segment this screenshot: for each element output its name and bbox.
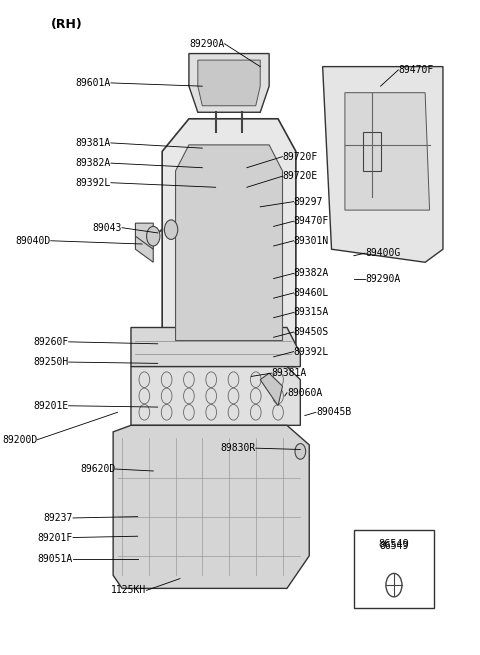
Text: 89201F: 89201F — [38, 533, 73, 542]
Circle shape — [164, 220, 178, 240]
Text: 89450S: 89450S — [294, 327, 329, 337]
Text: 89601A: 89601A — [76, 78, 111, 88]
Text: 89470F: 89470F — [398, 65, 433, 75]
Text: 89315A: 89315A — [294, 307, 329, 318]
Polygon shape — [189, 54, 269, 112]
Text: 89470F: 89470F — [294, 216, 329, 226]
Text: 89830R: 89830R — [220, 443, 256, 453]
Text: 86549: 86549 — [379, 541, 408, 551]
Polygon shape — [162, 119, 296, 367]
Text: 89290A: 89290A — [365, 274, 400, 284]
Text: 1125KH: 1125KH — [111, 586, 146, 595]
Polygon shape — [113, 425, 309, 588]
Polygon shape — [345, 93, 430, 210]
Text: 89250H: 89250H — [33, 357, 69, 367]
Polygon shape — [260, 373, 283, 405]
Polygon shape — [131, 328, 300, 367]
Text: 89720E: 89720E — [283, 171, 318, 181]
Text: 89043: 89043 — [93, 223, 122, 233]
Text: 89237: 89237 — [44, 513, 73, 523]
Text: 89381A: 89381A — [271, 368, 307, 378]
Circle shape — [295, 443, 306, 459]
Text: 89060A: 89060A — [287, 388, 322, 398]
Polygon shape — [131, 367, 300, 425]
Circle shape — [146, 227, 160, 246]
Text: 89400G: 89400G — [365, 248, 400, 258]
Text: 89381A: 89381A — [76, 138, 111, 148]
Text: 89200D: 89200D — [2, 435, 37, 445]
Polygon shape — [135, 223, 153, 250]
Text: 89301N: 89301N — [294, 236, 329, 246]
Text: 89290A: 89290A — [189, 39, 225, 48]
Text: 89201E: 89201E — [33, 401, 69, 411]
Text: 89460L: 89460L — [294, 288, 329, 298]
Bar — [363, 132, 381, 171]
Text: 89045B: 89045B — [316, 407, 351, 417]
Text: 89382A: 89382A — [294, 269, 329, 278]
Bar — [354, 530, 434, 608]
Polygon shape — [198, 60, 260, 105]
Text: (RH): (RH) — [51, 18, 83, 31]
Polygon shape — [176, 145, 283, 341]
Text: 89392L: 89392L — [76, 178, 111, 188]
Text: 89051A: 89051A — [38, 554, 73, 564]
Text: 89620D: 89620D — [80, 464, 115, 474]
Polygon shape — [323, 67, 443, 262]
Text: 89260F: 89260F — [33, 337, 69, 347]
Text: 89040D: 89040D — [15, 236, 51, 246]
Text: 89297: 89297 — [294, 196, 323, 206]
Text: 89392L: 89392L — [294, 346, 329, 356]
Text: 89720F: 89720F — [283, 151, 318, 162]
Polygon shape — [135, 236, 153, 262]
Text: 86549: 86549 — [379, 539, 409, 550]
Text: 89382A: 89382A — [76, 158, 111, 168]
